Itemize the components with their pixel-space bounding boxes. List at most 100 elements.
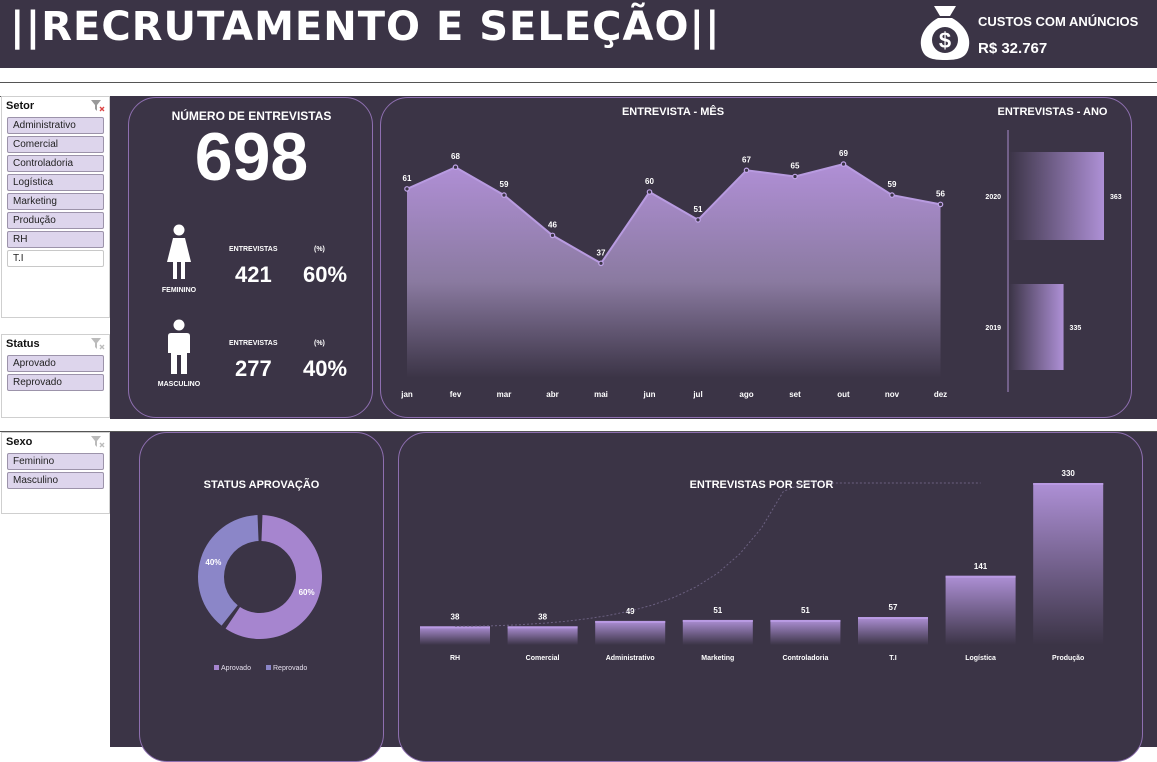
- male-icon: [168, 319, 190, 374]
- male-pct: 40%: [303, 356, 348, 381]
- slicer-item-aprovado[interactable]: Aprovado: [7, 355, 104, 372]
- month-tick-label: set: [789, 390, 801, 399]
- slicer-item-masculino[interactable]: Masculino: [7, 472, 104, 489]
- slicer-item-ti[interactable]: T.I: [7, 250, 104, 267]
- clear-filter-icon[interactable]: [91, 436, 105, 448]
- month-data-label: 69: [839, 149, 848, 158]
- month-point[interactable]: [840, 161, 847, 167]
- slicer-sexo: Sexo Feminino Masculino: [1, 432, 110, 514]
- slicer-status: Status Aprovado Reprovado: [1, 334, 110, 418]
- month-point[interactable]: [452, 164, 459, 171]
- legend-swatch: [214, 665, 219, 670]
- month-point[interactable]: [501, 192, 507, 198]
- slicer-title: Setor: [6, 100, 35, 112]
- slicer-item-rh[interactable]: RH: [7, 231, 104, 248]
- month-tick-label: jul: [692, 390, 702, 399]
- year-tick-label: 2019: [985, 325, 1001, 332]
- month-tick-label: mar: [497, 390, 512, 399]
- page-title: ||RECRUTAMENTO E SELEÇÃO||: [10, 4, 721, 50]
- month-tick-label: ago: [739, 390, 753, 399]
- donut-slice[interactable]: [198, 515, 259, 626]
- month-point[interactable]: [937, 201, 944, 208]
- sector-data-label: 51: [713, 606, 722, 615]
- month-point[interactable]: [549, 232, 556, 239]
- year-bar[interactable]: [1009, 284, 1064, 370]
- slicer-title: Status: [6, 338, 40, 350]
- month-data-label: 61: [403, 174, 412, 183]
- slicer-item-administrativo[interactable]: Administrativo: [7, 117, 104, 134]
- chart-month: 61 jan 68 fev 59 mar 46 abr 37 mai 60 jun 51 jul 67 ago…: [400, 149, 947, 399]
- female-col-entrevistas: ENTREVISTAS: [229, 246, 278, 253]
- slicer-item-logistica[interactable]: Logística: [7, 174, 104, 191]
- month-point[interactable]: [598, 260, 604, 267]
- month-point[interactable]: [889, 192, 895, 198]
- sector-tick-label: Administrativo: [606, 655, 655, 662]
- month-data-label: 67: [742, 155, 751, 164]
- slicer-setor: Setor Administrativo Comercial Controlad…: [1, 96, 110, 318]
- sector-trendline: [454, 482, 981, 627]
- legend-swatch: [266, 665, 271, 670]
- month-data-label: 65: [791, 162, 800, 171]
- month-tick-label: fev: [450, 390, 462, 399]
- divider-line: [0, 431, 1157, 432]
- sector-bar[interactable]: [682, 619, 753, 645]
- sector-tick-label: Controladoria: [782, 655, 828, 662]
- month-tick-label: out: [837, 390, 850, 399]
- chart-sector: 38RH38Comercial49Administrativo51Marketi…: [420, 469, 1104, 662]
- male-col-entrevistas: ENTREVISTAS: [229, 340, 278, 347]
- year-bar[interactable]: [1009, 152, 1104, 240]
- month-data-label: 56: [936, 189, 945, 198]
- month-tick-label: abr: [546, 390, 558, 399]
- year-data-label: 363: [1110, 194, 1122, 201]
- sector-tick-label: T.I: [889, 655, 896, 662]
- month-tick-label: nov: [885, 390, 900, 399]
- month-point[interactable]: [695, 217, 701, 223]
- sector-data-label: 141: [974, 562, 988, 571]
- sector-bar-top: [420, 626, 490, 629]
- month-point[interactable]: [646, 189, 653, 195]
- slicer-title: Sexo: [6, 436, 33, 448]
- slicer-item-comercial[interactable]: Comercial: [7, 136, 104, 153]
- money-bag-icon: $: [920, 6, 970, 60]
- sector-data-label: 330: [1062, 469, 1076, 478]
- clear-filter-icon[interactable]: [91, 338, 105, 350]
- sector-bar-top: [858, 617, 928, 620]
- chart-year-title: ENTREVISTAS - ANO: [997, 106, 1108, 118]
- female-icon: [167, 224, 191, 279]
- month-data-label: 68: [451, 152, 460, 161]
- month-tick-label: jan: [400, 390, 413, 399]
- month-point[interactable]: [404, 186, 410, 192]
- sector-bar[interactable]: [507, 626, 578, 645]
- sector-bar[interactable]: [595, 620, 666, 645]
- chart-sector-title: ENTREVISTAS POR SETOR: [689, 479, 834, 491]
- month-tick-label: jun: [643, 390, 656, 399]
- sector-panel: [398, 432, 1143, 762]
- slicer-item-producao[interactable]: Produção: [7, 212, 104, 229]
- kpi-title: NÚMERO DE ENTREVISTAS: [171, 109, 332, 123]
- female-label: FEMININO: [161, 287, 197, 294]
- sector-bar[interactable]: [770, 619, 841, 645]
- divider-line: [0, 82, 1157, 83]
- month-point[interactable]: [792, 173, 798, 180]
- female-col-pct: (%): [314, 246, 325, 253]
- sector-bar-top: [1033, 483, 1104, 485]
- slicer-item-feminino[interactable]: Feminino: [7, 453, 104, 470]
- sector-bar-top: [945, 575, 1016, 578]
- sector-data-label: 38: [538, 612, 547, 621]
- slicer-item-reprovado[interactable]: Reprovado: [7, 374, 104, 391]
- sector-bar[interactable]: [420, 626, 490, 645]
- header-bar: ||RECRUTAMENTO E SELEÇÃO|| $ CUSTOS COM …: [0, 0, 1157, 68]
- male-label: MASCULINO: [157, 381, 201, 388]
- male-count: 277: [235, 356, 272, 381]
- donut-slice[interactable]: [225, 515, 322, 639]
- sector-bar[interactable]: [945, 575, 1016, 645]
- sector-bar-top: [682, 619, 753, 622]
- sector-bar[interactable]: [858, 617, 928, 645]
- slicer-item-marketing[interactable]: Marketing: [7, 193, 104, 210]
- month-data-label: 60: [645, 177, 654, 186]
- month-point[interactable]: [743, 167, 750, 174]
- sector-bar[interactable]: [1033, 483, 1104, 645]
- slicer-item-controladoria[interactable]: Controladoria: [7, 155, 104, 172]
- chart-status-donut: 60% 40% Aprovado Reprovado: [198, 515, 322, 672]
- clear-filter-icon[interactable]: [91, 100, 105, 112]
